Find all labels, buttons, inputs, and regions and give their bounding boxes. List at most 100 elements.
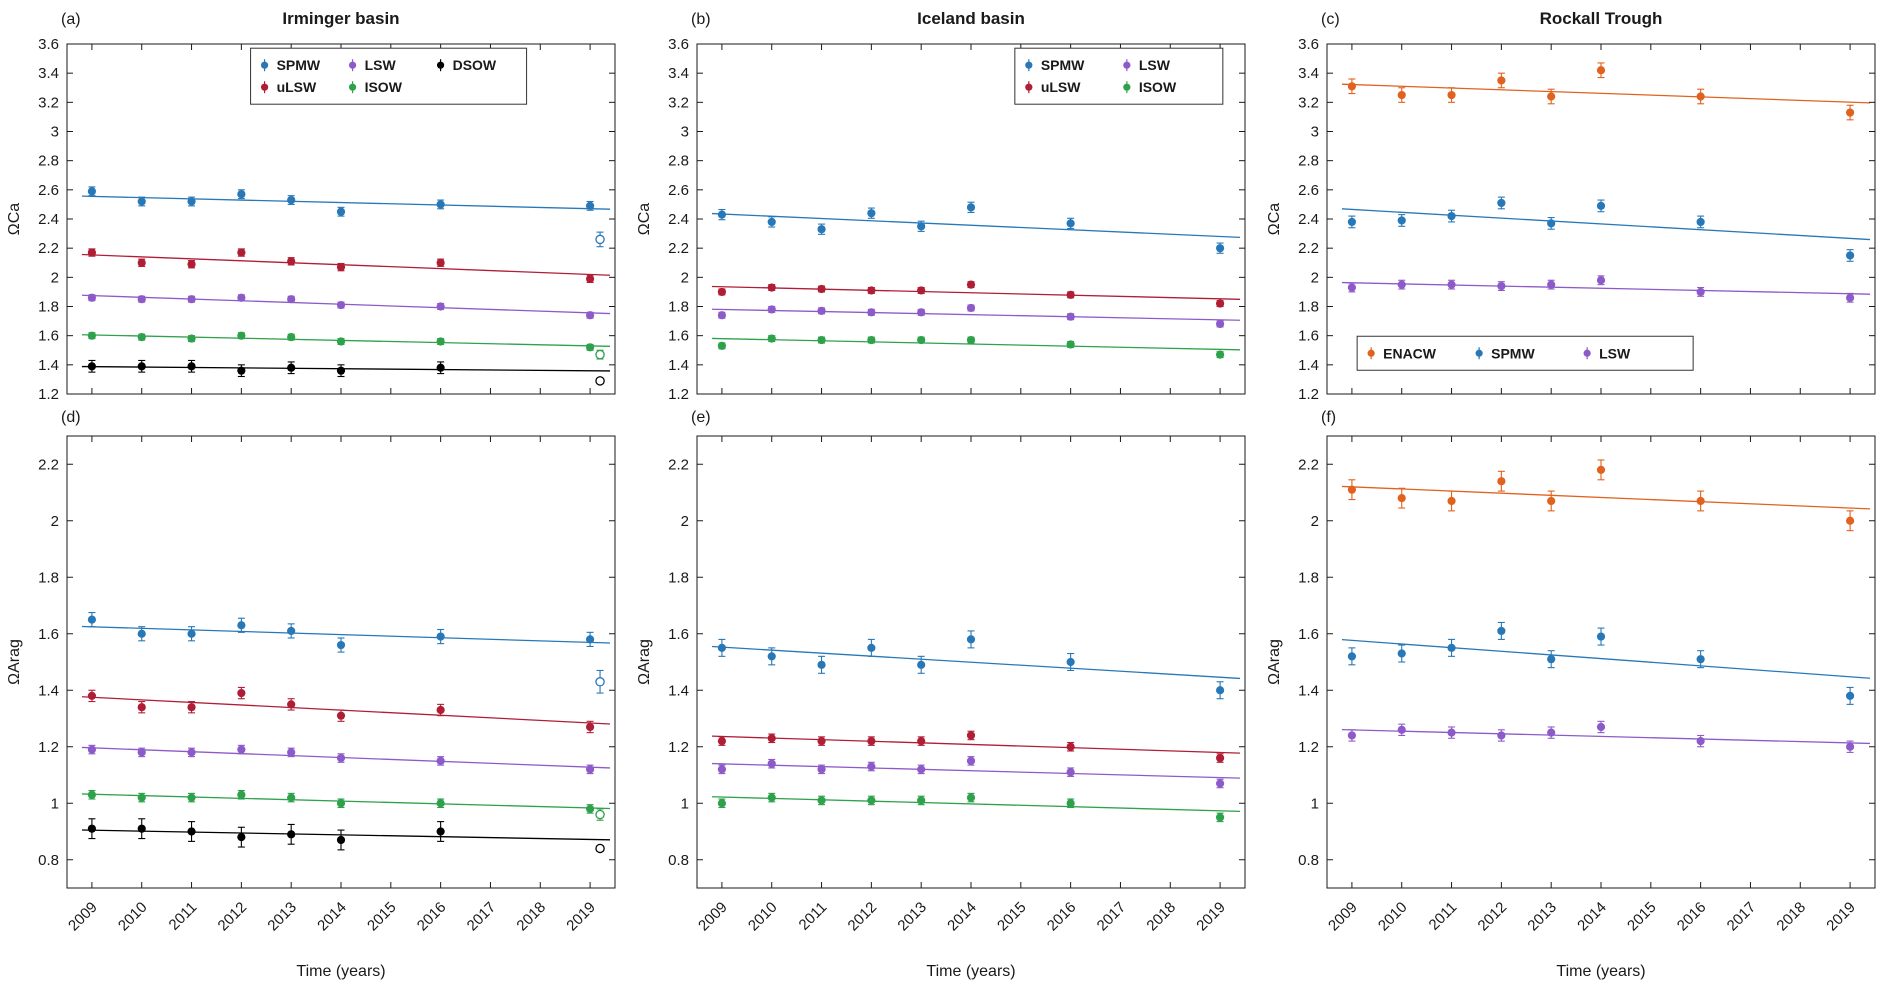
axes: 1.2 1.4 1.6 1.8 2 2.2 2.4 2.6 2.8 3 3.2 3.4 3.6 — [668, 36, 1246, 402]
trend-line-ISOW — [711, 337, 1241, 351]
y-tick-label: 1 — [1311, 795, 1319, 812]
series-LSW — [717, 303, 1225, 329]
x-tick-label: 2014 — [1574, 899, 1610, 935]
y-tick-label: 3.6 — [668, 36, 689, 53]
panel-letter: (c) — [1321, 11, 1340, 28]
y-tick-label: 1.2 — [668, 386, 689, 402]
y-tick-label: 2 — [681, 269, 689, 286]
x-tick-label: 2017 — [1094, 899, 1130, 935]
open-marker-SPMW — [595, 231, 605, 248]
legend-label-SPMW: SPMW — [1041, 57, 1085, 73]
panel-e-iceland-omega-arag: 2009 2010 2011 2012 2013 2014 2015 2016 2017 2018… — [631, 402, 1261, 1003]
panel-b-iceland-omega-ca: 1.2 1.4 1.6 1.8 2 2.2 2.4 2.6 2.8 3 3.2 3.4 3.6 Icela… — [631, 0, 1261, 402]
series-LSW — [1347, 275, 1855, 303]
y-tick-label: 2.4 — [668, 211, 689, 228]
x-tick-label: 2012 — [1475, 899, 1511, 935]
y-tick-label: 1.6 — [38, 626, 59, 643]
y-tick-label: 1.6 — [668, 328, 689, 345]
trend-line-SPMW — [711, 645, 1241, 680]
x-tick-label: 2013 — [1524, 899, 1560, 935]
y-axis-label: ΩCa — [1266, 203, 1283, 236]
x-tick-label: 2015 — [994, 899, 1030, 935]
x-tick-label: 2018 — [1143, 899, 1179, 935]
y-axis-label: ΩArag — [1266, 639, 1283, 685]
panel-c-rockall-omega-ca: 1.2 1.4 1.6 1.8 2 2.2 2.4 2.6 2.8 3 3.2 3.4 3.6 Rocka… — [1261, 0, 1891, 402]
y-tick-label: 1.4 — [38, 682, 59, 699]
open-marker-DSOW — [595, 843, 605, 854]
series-ENACW — [1347, 62, 1855, 121]
x-axis-label: Time (years) — [1556, 963, 1645, 980]
x-tick-label: 2013 — [264, 899, 300, 935]
y-tick-label: 1.4 — [1298, 357, 1319, 374]
trend-line-uLSW — [711, 735, 1241, 754]
trend-line-SPMW — [1341, 638, 1871, 679]
y-tick-label: 1.8 — [1298, 569, 1319, 586]
y-tick-label: 1.8 — [38, 299, 59, 316]
y-tick-label: 2 — [1311, 513, 1319, 530]
x-tick-label: 2009 — [1325, 899, 1361, 935]
y-tick-label: 2.2 — [1298, 240, 1319, 257]
y-tick-label: 1.8 — [38, 569, 59, 586]
legend-label-uLSW: uLSW — [277, 79, 317, 95]
y-tick-label: 2 — [681, 513, 689, 530]
y-tick-label: 1 — [51, 795, 59, 812]
x-tick-label: 2019 — [563, 899, 599, 935]
panel-f-rockall-omega-arag: 2009 2010 2011 2012 2013 2014 2015 2016 2017 2018… — [1261, 402, 1891, 1003]
series-ISOW — [87, 331, 595, 352]
y-tick-label: 2.2 — [38, 240, 59, 257]
y-tick-label: 2.4 — [38, 211, 59, 228]
series-uLSW — [717, 730, 1225, 763]
y-tick-label: 2 — [1311, 269, 1319, 286]
y-tick-label: 2.8 — [1298, 153, 1319, 170]
y-tick-label: 0.8 — [1298, 852, 1319, 869]
axes: 2009 2010 2011 2012 2013 2014 2015 2016 2017 2018… — [1298, 435, 1876, 935]
y-tick-label: 2.6 — [1298, 182, 1319, 199]
y-tick-label: 0.8 — [38, 852, 59, 869]
trend-line-DSOW — [81, 829, 611, 841]
panel-letter: (a) — [61, 11, 81, 28]
legend: ENACW SPMW LSW — [1356, 335, 1694, 371]
trend-line-uLSW — [81, 253, 611, 276]
y-tick-label: 3.4 — [1298, 65, 1319, 82]
x-tick-label: 2016 — [1674, 899, 1710, 935]
trend-line-ENACW — [1341, 485, 1871, 510]
chart-d: 2009 2010 2011 2012 2013 2014 2015 2016 2017 2018… — [6, 409, 616, 980]
y-tick-label: 3 — [51, 124, 59, 141]
legend-label-uLSW: uLSW — [1041, 79, 1081, 95]
trend-line-LSW — [81, 294, 611, 315]
series-uLSW — [717, 280, 1225, 308]
legend-label-ISOW: ISOW — [1139, 79, 1177, 95]
y-tick-label: 2.2 — [1298, 456, 1319, 473]
y-tick-label: 3.2 — [38, 94, 59, 111]
series-ISOW — [717, 334, 1225, 359]
trend-line-LSW — [1341, 728, 1871, 745]
series-ISOW — [717, 792, 1225, 823]
series-DSOW — [87, 359, 445, 378]
x-tick-label: 2010 — [115, 899, 151, 935]
series-SPMW — [1347, 196, 1855, 262]
y-tick-label: 1.2 — [38, 739, 59, 756]
series-LSW — [87, 744, 595, 775]
y-tick-label: 3.4 — [668, 65, 689, 82]
trend-line-SPMW — [81, 195, 611, 210]
y-tick-label: 2 — [51, 513, 59, 530]
legend-label-ENACW: ENACW — [1383, 345, 1437, 361]
chart-a: 1.2 1.4 1.6 1.8 2 2.2 2.4 2.6 2.8 3 3.2 3.4 3.6 Irmin… — [6, 9, 616, 402]
series-ENACW — [1347, 459, 1855, 532]
legend-label-ISOW: ISOW — [365, 79, 403, 95]
x-axis-label: Time (years) — [296, 963, 385, 980]
y-tick-label: 1.8 — [1298, 299, 1319, 316]
y-tick-label: 3.6 — [1298, 36, 1319, 53]
trend-line-LSW — [1341, 281, 1871, 295]
y-tick-label: 2.2 — [668, 240, 689, 257]
x-tick-label: 2012 — [845, 899, 881, 935]
series-LSW — [87, 293, 595, 320]
x-tick-label: 2010 — [1375, 899, 1411, 935]
y-tick-label: 2.2 — [38, 456, 59, 473]
y-tick-label: 1.2 — [668, 739, 689, 756]
x-tick-label: 2019 — [1823, 899, 1859, 935]
panel-title: Rockall Trough — [1540, 9, 1663, 28]
x-tick-label: 2015 — [364, 899, 400, 935]
y-tick-label: 2.6 — [38, 182, 59, 199]
